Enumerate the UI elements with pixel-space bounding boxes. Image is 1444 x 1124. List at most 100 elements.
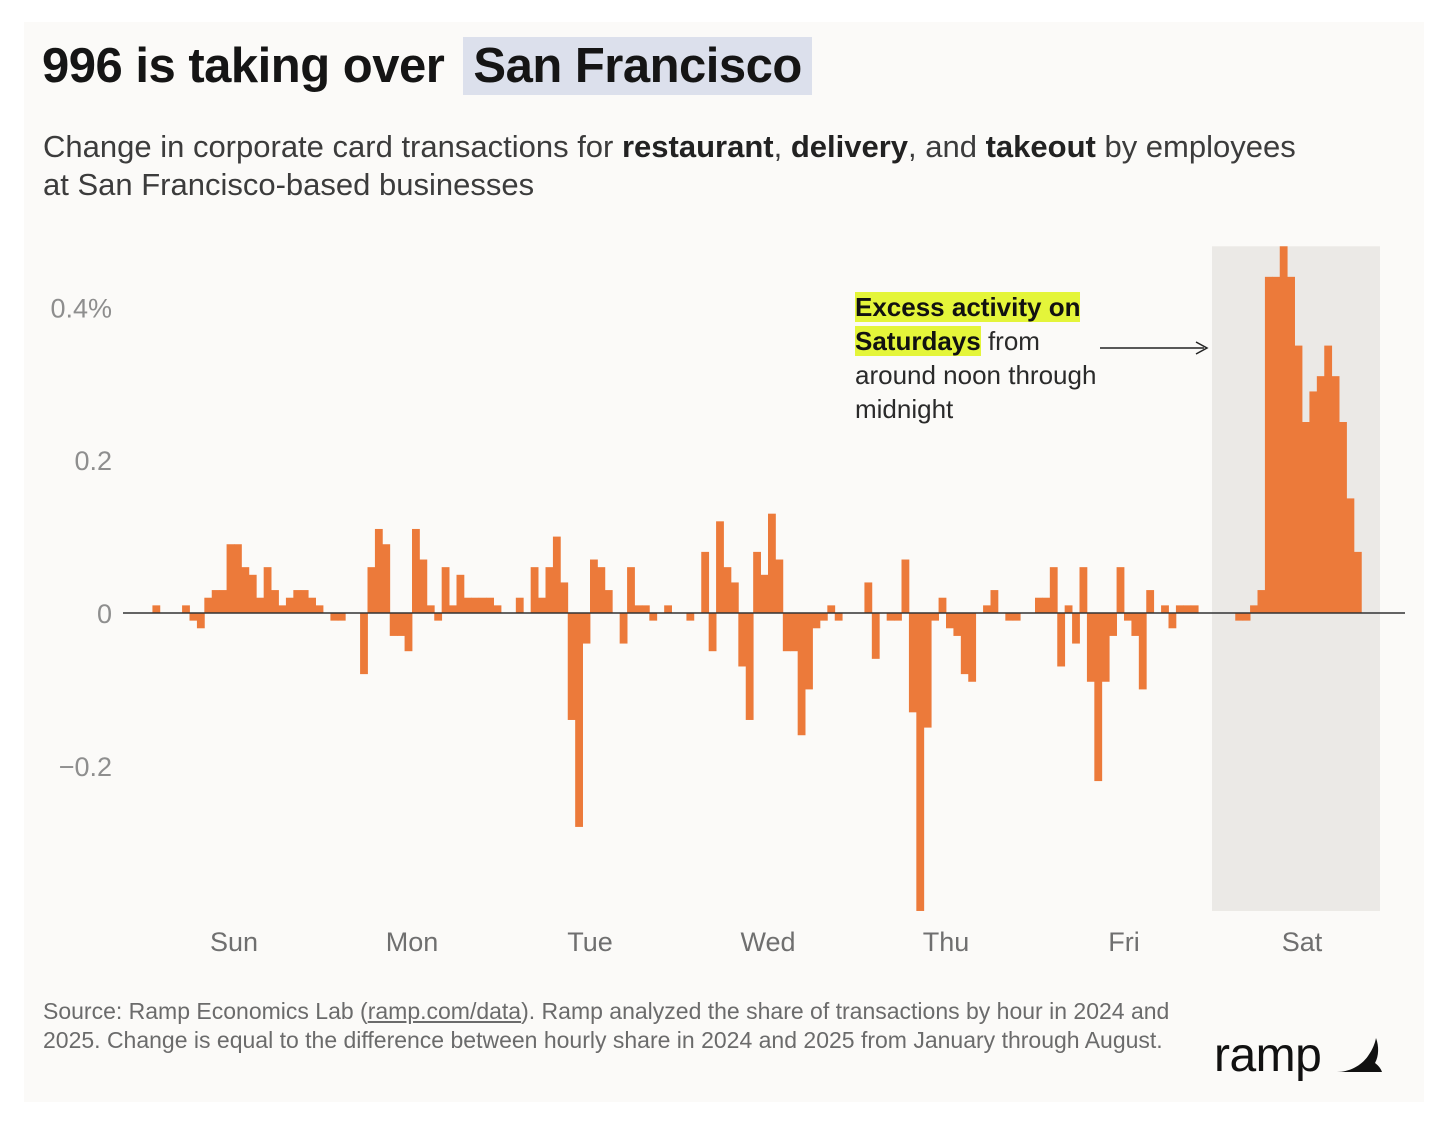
bar-sun-h20 <box>293 590 302 613</box>
annotation-highlight: Excess activity on <box>855 292 1081 322</box>
bar-mon-h20 <box>471 597 480 613</box>
bar-mon-h1 <box>330 613 339 621</box>
bar-sun-h10 <box>219 590 227 613</box>
bar-fri-h20 <box>1183 605 1192 613</box>
bar-wed-h9 <box>745 613 754 720</box>
subtitle-text: , and <box>908 129 986 164</box>
bar-thu-h17 <box>983 605 991 613</box>
bar-fri-h8 <box>1094 613 1103 782</box>
bar-sat-h14 <box>1316 376 1325 613</box>
bar-tue-h7 <box>552 536 561 613</box>
bar-mon-h14 <box>426 605 435 613</box>
bar-sat-h10 <box>1287 276 1295 613</box>
bar-sat-h16 <box>1331 376 1340 613</box>
subtitle-bold-restaurant: restaurant <box>621 129 774 164</box>
bar-wed-h21 <box>834 613 843 621</box>
annotation-text: from around noon through midnight <box>855 326 1097 424</box>
bar-thu-h1 <box>864 582 873 613</box>
bar-chart: 0.4% 0.2 0 −0.2 Sun Mon Tue Wed Thu Fri Sat <box>50 246 1405 957</box>
bar-fri-h2 <box>1049 567 1058 613</box>
bar-mon-h6 <box>367 567 376 613</box>
bar-thu-h2 <box>871 613 880 659</box>
x-tick-label-sat: Sat <box>1282 927 1323 957</box>
bar-sat-h3 <box>1235 613 1244 621</box>
bar-sun-h14 <box>248 574 257 613</box>
title-prefix: 996 is taking over <box>42 39 445 93</box>
bar-sun-h8 <box>204 597 213 613</box>
bar-sat-h6 <box>1257 590 1266 613</box>
bar-wed-h16 <box>797 613 806 736</box>
title-highlight: San Francisco <box>463 37 812 95</box>
bar-sat-h4 <box>1242 613 1251 621</box>
ramp-logo: ramp <box>1214 1028 1383 1083</box>
bar-mon-h10 <box>397 613 405 636</box>
bar-fri-h14 <box>1138 613 1147 690</box>
bar-sun-h16 <box>263 567 272 613</box>
bar-tue-h2 <box>515 597 524 613</box>
bar-thu-h8 <box>916 613 925 911</box>
bar-wed-h6 <box>723 567 732 613</box>
bar-fri-h12 <box>1124 613 1132 621</box>
subtitle-text: Change in corporate card transactions fo… <box>43 129 622 164</box>
bar-sun-h15 <box>256 597 265 613</box>
bar-mon-h7 <box>374 528 383 613</box>
x-tick-label-thu: Thu <box>923 927 970 957</box>
bar-wed-h14 <box>782 613 791 652</box>
subtitle-text: , <box>773 129 791 164</box>
bar-mon-h21 <box>478 597 487 613</box>
x-tick-label-fri: Fri <box>1108 927 1139 957</box>
bar-sat-h9 <box>1279 246 1288 613</box>
bar-wed-h11 <box>760 574 769 613</box>
bar-sun-h18 <box>278 605 287 613</box>
bar-tue-h14 <box>604 590 613 613</box>
bar-sat-h15 <box>1324 345 1333 613</box>
bar-sat-h8 <box>1272 276 1281 613</box>
bar-tue-h16 <box>619 613 628 644</box>
bar-thu-h12 <box>946 613 954 629</box>
bar-thu-h10 <box>931 613 939 621</box>
bar-mon-h15 <box>434 613 443 621</box>
bar-tue-h20 <box>649 613 658 621</box>
source-link[interactable]: ramp.com/data <box>367 998 522 1024</box>
source-text: Source: Ramp Economics Lab ( <box>43 998 368 1024</box>
bar-sun-h19 <box>285 597 294 613</box>
bar-sun-h5 <box>182 605 190 613</box>
bar-thu-h21 <box>1012 613 1021 621</box>
y-tick-label: −0.2 <box>59 752 112 782</box>
bar-fri-h9 <box>1101 613 1110 682</box>
bar-mon-h5 <box>360 613 368 675</box>
bar-mon-h18 <box>456 574 465 613</box>
bar-tue-h9 <box>567 613 576 720</box>
bar-mon-h16 <box>441 567 450 613</box>
bar-sun-h9 <box>211 590 220 613</box>
ramp-wing-icon <box>1337 1037 1383 1072</box>
bar-tue-h10 <box>575 613 583 827</box>
logo-wordmark: ramp <box>1214 1029 1322 1082</box>
bar-sat-h11 <box>1294 345 1303 613</box>
bar-mon-h2 <box>337 613 346 621</box>
bar-mon-h12 <box>412 528 420 613</box>
bar-tue-h4 <box>530 567 539 613</box>
bar-sat-h5 <box>1250 605 1258 613</box>
bar-tue-h12 <box>590 559 598 613</box>
bar-fri-h3 <box>1057 613 1066 667</box>
bar-wed-h18 <box>812 613 821 629</box>
bar-fri-h11 <box>1116 567 1125 613</box>
bar-sat-h12 <box>1302 422 1310 613</box>
bar-fri-h17 <box>1161 605 1169 613</box>
bar-tue-h19 <box>641 605 650 613</box>
bar-sun-h11 <box>226 544 235 613</box>
source-note: Source: Ramp Economics Lab (ramp.com/dat… <box>43 997 1193 1055</box>
bar-wed-h8 <box>738 613 747 667</box>
bar-wed-h17 <box>805 613 813 690</box>
bar-mon-h8 <box>382 544 391 613</box>
bar-thu-h14 <box>960 613 969 675</box>
subtitle-bold-takeout: takeout <box>985 129 1096 164</box>
bar-fri-h19 <box>1175 605 1184 613</box>
bar-mon-h17 <box>449 605 457 613</box>
bar-wed-h15 <box>790 613 799 652</box>
bar-mon-h19 <box>463 597 472 613</box>
bar-fri-h7 <box>1086 613 1095 682</box>
subtitle-bold-delivery: delivery <box>790 129 909 164</box>
bar-mon-h22 <box>486 597 494 613</box>
